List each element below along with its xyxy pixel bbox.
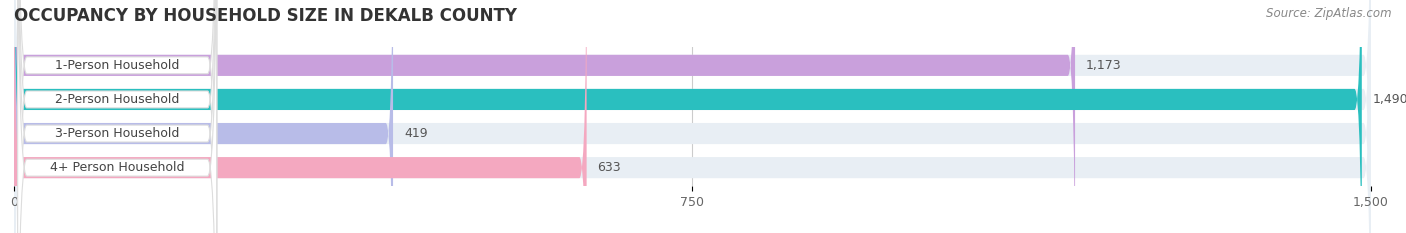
Text: OCCUPANCY BY HOUSEHOLD SIZE IN DEKALB COUNTY: OCCUPANCY BY HOUSEHOLD SIZE IN DEKALB CO… — [14, 7, 517, 25]
FancyBboxPatch shape — [14, 0, 1362, 233]
FancyBboxPatch shape — [14, 0, 586, 233]
FancyBboxPatch shape — [18, 0, 217, 233]
Text: 633: 633 — [598, 161, 621, 174]
Text: 4+ Person Household: 4+ Person Household — [51, 161, 184, 174]
Text: 1,490: 1,490 — [1372, 93, 1406, 106]
FancyBboxPatch shape — [14, 0, 1371, 233]
Text: Source: ZipAtlas.com: Source: ZipAtlas.com — [1267, 7, 1392, 20]
FancyBboxPatch shape — [14, 0, 1371, 233]
Text: 2-Person Household: 2-Person Household — [55, 93, 180, 106]
FancyBboxPatch shape — [18, 0, 217, 233]
Text: 1-Person Household: 1-Person Household — [55, 59, 180, 72]
FancyBboxPatch shape — [14, 0, 394, 233]
FancyBboxPatch shape — [18, 0, 217, 233]
FancyBboxPatch shape — [18, 0, 217, 233]
FancyBboxPatch shape — [14, 0, 1076, 233]
FancyBboxPatch shape — [14, 0, 1371, 233]
Text: 1,173: 1,173 — [1085, 59, 1122, 72]
Text: 3-Person Household: 3-Person Household — [55, 127, 180, 140]
Text: 419: 419 — [404, 127, 427, 140]
FancyBboxPatch shape — [14, 0, 1371, 233]
